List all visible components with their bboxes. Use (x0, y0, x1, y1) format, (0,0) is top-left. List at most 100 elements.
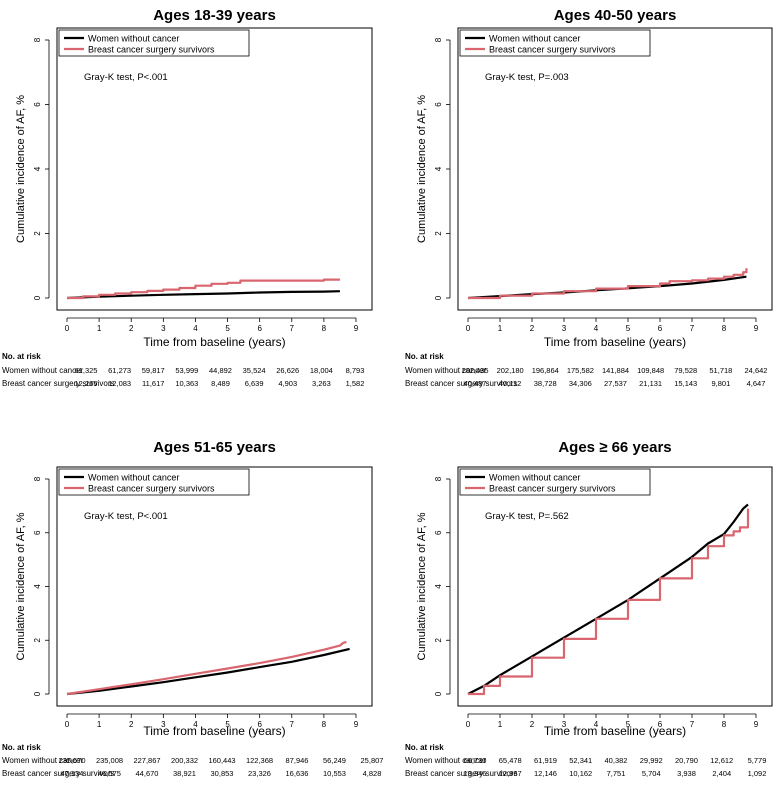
risk-value-women: 61,325 (75, 366, 98, 375)
risk-table-header: No. at risk (405, 352, 444, 361)
legend-box (459, 29, 651, 57)
y-tick-label: 4 (33, 584, 42, 589)
risk-value-survivors: 23,326 (248, 769, 271, 778)
x-axis-label: Time from baseline (years) (544, 724, 686, 738)
risk-value-survivors: 8,489 (211, 379, 230, 388)
risk-value-women: 202,435 (461, 366, 488, 375)
risk-value-women: 109,848 (637, 366, 664, 375)
x-tick-label: 3 (161, 324, 166, 333)
risk-value-survivors: 16,636 (286, 769, 309, 778)
risk-value-survivors: 44,670 (136, 769, 159, 778)
risk-value-women: 235,008 (96, 756, 123, 765)
risk-value-survivors: 27,537 (604, 379, 627, 388)
chart-title: Ages 51-65 years (153, 439, 276, 456)
x-tick-label: 9 (354, 720, 359, 729)
x-tick-label: 2 (530, 324, 535, 333)
x-tick-label: 7 (690, 324, 695, 333)
x-tick-label: 7 (290, 324, 295, 333)
y-tick-label: 0 (434, 295, 443, 300)
y-tick-label: 0 (33, 691, 42, 696)
panel-2: Ages 40-50 years 0 1 2 3 4 5 6 7 8 9 Time from base… (405, 7, 773, 388)
x-tick-label: 7 (290, 720, 295, 729)
x-tick-label: 8 (722, 324, 727, 333)
legend-label: Breast cancer surgery survivors (489, 484, 616, 494)
risk-value-women: 12,612 (710, 756, 733, 765)
x-tick-label: 0 (65, 720, 70, 729)
risk-value-survivors: 12,146 (534, 769, 557, 778)
x-tick-label: 0 (65, 324, 70, 333)
risk-value-women: 122,368 (246, 756, 273, 765)
plot-frame (56, 27, 373, 311)
series-line-breast-cancer-survivors (67, 278, 340, 300)
y-tick-label: 8 (33, 37, 42, 42)
y-tick-label: 6 (434, 530, 443, 535)
legend-label: Women without cancer (489, 473, 580, 483)
x-tick-label: 8 (322, 324, 327, 333)
risk-row-label: Women without cancer (2, 366, 84, 375)
risk-value-survivors: 7,751 (607, 769, 626, 778)
panel-3: Ages 51-65 years 0 1 2 3 4 5 6 7 8 9 Time from base… (2, 439, 383, 778)
x-tick-label: 3 (161, 720, 166, 729)
risk-value-women: 202,180 (497, 366, 524, 375)
x-tick-label: 1 (97, 324, 102, 333)
x-tick-label: 9 (754, 720, 759, 729)
x-tick-label: 4 (193, 720, 198, 729)
risk-value-women: 25,807 (361, 756, 384, 765)
risk-value-survivors: 1,582 (346, 379, 365, 388)
x-tick-label: 5 (626, 324, 631, 333)
x-tick-label: 0 (466, 324, 471, 333)
risk-table-header: No. at risk (2, 352, 41, 361)
panel-4: Ages ≥ 66 years 0 1 2 3 4 5 6 7 8 9 Time from basel… (405, 439, 773, 778)
risk-value-survivors: 40,112 (499, 379, 521, 388)
y-tick-label: 6 (33, 530, 42, 535)
risk-value-survivors: 46,575 (98, 769, 121, 778)
series-line-women-without-cancer (66, 647, 350, 696)
chart-title: Ages ≥ 66 years (558, 439, 671, 456)
risk-row-label: Breast cancer surgery survivors (405, 379, 517, 388)
risk-value-women: 26,626 (276, 366, 299, 375)
x-tick-label: 5 (626, 720, 631, 729)
risk-value-women: 65,478 (499, 756, 522, 765)
series-line-breast-cancer-survivors (468, 268, 748, 300)
x-tick-label: 4 (594, 324, 599, 333)
risk-value-women: 87,946 (286, 756, 309, 765)
risk-value-survivors: 2,404 (712, 769, 731, 778)
risk-value-women: 24,642 (745, 366, 768, 375)
y-axis-label: Cumulative incidence of AF, % (15, 95, 27, 243)
x-tick-label: 0 (466, 720, 471, 729)
x-tick-label: 2 (129, 720, 134, 729)
y-axis-label: Cumulative incidence of AF, % (416, 512, 428, 660)
risk-value-women: 59,817 (142, 366, 165, 375)
legend-label: Women without cancer (489, 34, 580, 44)
risk-value-women: 56,249 (323, 756, 346, 765)
y-tick-label: 6 (33, 102, 42, 107)
risk-value-survivors: 6,639 (245, 379, 264, 388)
series-line-breast-cancer-survivors (468, 508, 750, 696)
risk-value-survivors: 21,131 (639, 379, 662, 388)
x-tick-label: 6 (658, 324, 663, 333)
legend-label: Women without cancer (88, 473, 179, 483)
risk-value-women: 141,884 (602, 366, 629, 375)
x-tick-label: 5 (225, 720, 230, 729)
x-tick-label: 3 (562, 720, 567, 729)
risk-value-survivors: 47,134 (61, 769, 84, 778)
risk-row-label: Women without cancer (405, 756, 487, 765)
y-tick-label: 8 (33, 476, 42, 481)
risk-value-women: 235,670 (58, 756, 85, 765)
risk-value-survivors: 38,728 (534, 379, 557, 388)
risk-value-survivors: 15,143 (674, 379, 697, 388)
legend-box (459, 468, 651, 496)
x-tick-label: 6 (257, 720, 262, 729)
plot-frame (457, 466, 773, 707)
y-axis-label: Cumulative incidence of AF, % (15, 512, 27, 660)
x-tick-label: 6 (257, 324, 262, 333)
plot-frame (56, 466, 373, 707)
x-tick-label: 9 (354, 324, 359, 333)
risk-value-survivors: 10,162 (569, 769, 592, 778)
risk-value-survivors: 12,967 (499, 769, 522, 778)
risk-value-women: 40,382 (605, 756, 628, 765)
risk-row-label: Breast cancer surgery survivors (2, 379, 114, 388)
legend-label: Breast cancer surgery survivors (88, 484, 215, 494)
risk-value-women: 18,004 (310, 366, 333, 375)
